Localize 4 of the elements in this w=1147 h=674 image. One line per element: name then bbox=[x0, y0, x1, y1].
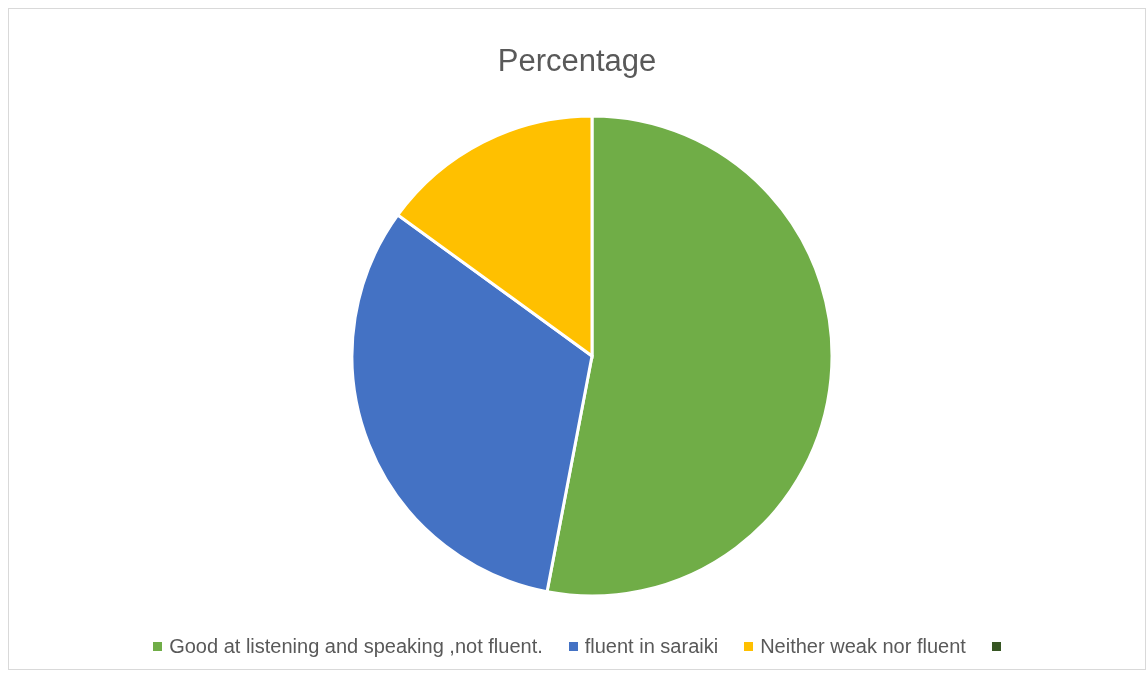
chart-title: Percentage bbox=[496, 43, 658, 79]
legend-label: Neither weak nor fluent bbox=[760, 635, 966, 658]
legend-label: Good at listening and speaking ,not fluent. bbox=[169, 635, 543, 658]
legend-label: fluent in saraiki bbox=[584, 635, 719, 658]
